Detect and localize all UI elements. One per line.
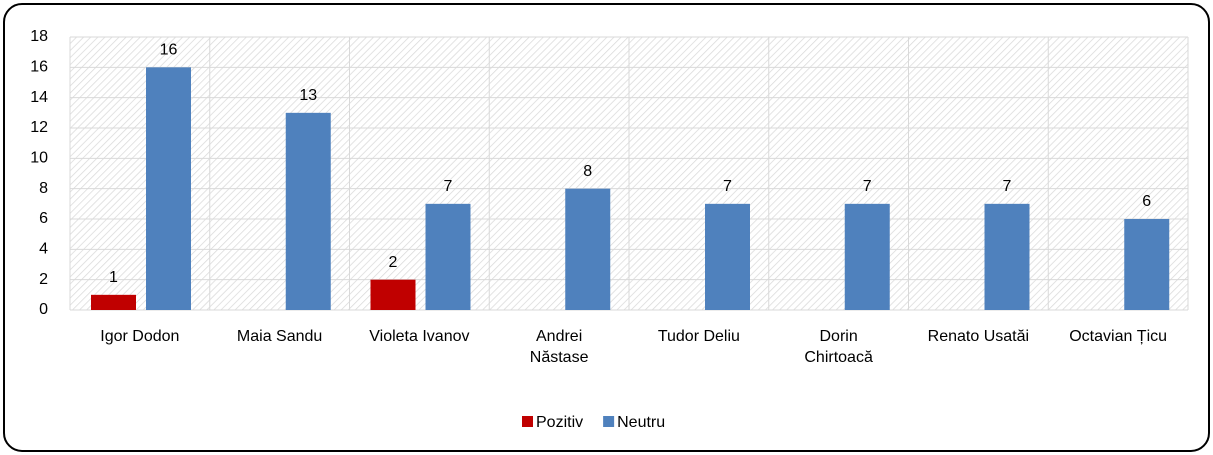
y-tick-label: 2 bbox=[39, 271, 48, 288]
data-label: 13 bbox=[299, 87, 317, 104]
bar bbox=[984, 203, 1030, 310]
x-tick-label: Maia Sandu bbox=[236, 328, 323, 345]
y-tick-label: 6 bbox=[39, 210, 48, 227]
y-tick-label: 0 bbox=[39, 301, 48, 318]
legend-label: Neutru bbox=[617, 414, 665, 431]
x-tick-label: Andrei Năstase bbox=[529, 328, 589, 366]
x-tick-label: Dorin Chirtoacă bbox=[804, 328, 873, 366]
bar bbox=[844, 203, 890, 310]
y-tick-label: 18 bbox=[30, 28, 48, 45]
bar bbox=[705, 203, 750, 310]
data-label: 7 bbox=[1003, 178, 1012, 195]
legend-swatch bbox=[603, 416, 615, 427]
y-tick-label: 14 bbox=[30, 89, 48, 106]
legend-swatch bbox=[522, 416, 533, 427]
data-label: 7 bbox=[723, 178, 732, 195]
x-tick-label: Igor Dodon bbox=[100, 328, 180, 345]
data-label: 8 bbox=[583, 163, 592, 180]
bar bbox=[565, 188, 611, 310]
y-tick-label: 10 bbox=[30, 150, 48, 167]
bar bbox=[146, 67, 191, 310]
y-tick-label: 16 bbox=[30, 59, 48, 76]
bar bbox=[285, 112, 331, 310]
data-label: 2 bbox=[389, 254, 398, 271]
data-label: 7 bbox=[444, 178, 453, 195]
bar bbox=[370, 279, 416, 310]
data-label: 6 bbox=[1142, 193, 1151, 210]
bar bbox=[1124, 219, 1170, 310]
data-label: 1 bbox=[109, 269, 118, 286]
x-tick-label: Violeta Ivanov bbox=[369, 328, 470, 345]
x-tick-label: Renato Usatăi bbox=[927, 328, 1030, 345]
legend-label: Pozitiv bbox=[536, 414, 583, 431]
x-tick-label: Octavian Țicu bbox=[1069, 328, 1168, 345]
bar bbox=[425, 203, 471, 310]
data-label: 16 bbox=[160, 42, 178, 59]
y-tick-label: 4 bbox=[39, 241, 48, 258]
data-label: 7 bbox=[863, 178, 872, 195]
x-tick-label: Tudor Deliu bbox=[657, 328, 740, 345]
y-tick-label: 12 bbox=[30, 119, 48, 136]
bar bbox=[91, 294, 136, 310]
y-tick-label: 8 bbox=[39, 180, 48, 197]
